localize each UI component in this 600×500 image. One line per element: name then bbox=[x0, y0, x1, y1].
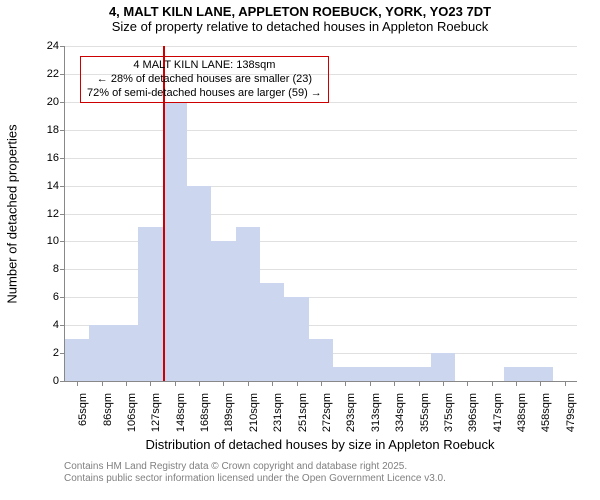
histogram-bar bbox=[406, 367, 430, 381]
grid-line bbox=[65, 186, 577, 187]
y-tick-label: 16 bbox=[47, 152, 65, 164]
x-tick-label: 210sqm bbox=[248, 385, 260, 432]
x-tick-label: 127sqm bbox=[150, 385, 162, 432]
x-tick-label: 65sqm bbox=[77, 385, 89, 426]
histogram-bar bbox=[528, 367, 552, 381]
histogram-bar bbox=[260, 283, 284, 381]
callout-line: ← 28% of detached houses are smaller (23… bbox=[87, 73, 322, 87]
y-tick-label: 0 bbox=[53, 375, 65, 387]
x-tick-label: 231sqm bbox=[272, 385, 284, 432]
y-tick-label: 22 bbox=[47, 68, 65, 80]
histogram-bar bbox=[382, 367, 406, 381]
callout-line: 4 MALT KILN LANE: 138sqm bbox=[87, 59, 322, 73]
histogram-bar bbox=[236, 227, 260, 381]
chart-container: 4, MALT KILN LANE, APPLETON ROEBUCK, YOR… bbox=[0, 0, 600, 500]
x-tick-label: 86sqm bbox=[102, 385, 114, 426]
footer-text: Contains HM Land Registry data © Crown c… bbox=[64, 461, 446, 485]
histogram-bar bbox=[114, 325, 138, 381]
histogram-bar bbox=[431, 353, 455, 381]
x-tick-label: 458sqm bbox=[540, 385, 552, 432]
x-tick-label: 355sqm bbox=[419, 385, 431, 432]
histogram-bar bbox=[309, 339, 333, 381]
x-tick-label: 251sqm bbox=[297, 385, 309, 432]
callout-line: 72% of semi-detached houses are larger (… bbox=[87, 87, 322, 101]
histogram-bar bbox=[504, 367, 528, 381]
y-tick-label: 8 bbox=[53, 263, 65, 275]
x-axis-label: Distribution of detached houses by size … bbox=[145, 437, 494, 452]
histogram-bar bbox=[333, 367, 357, 381]
x-tick-label: 375sqm bbox=[443, 385, 455, 432]
title-line-2: Size of property relative to detached ho… bbox=[0, 19, 600, 34]
x-tick-label: 148sqm bbox=[175, 385, 187, 432]
footer-line-1: Contains HM Land Registry data © Crown c… bbox=[64, 461, 446, 473]
x-tick-label: 106sqm bbox=[126, 385, 138, 432]
x-tick-label: 313sqm bbox=[370, 385, 382, 432]
x-tick-label: 189sqm bbox=[223, 385, 235, 432]
y-tick-label: 10 bbox=[47, 235, 65, 247]
y-tick-label: 24 bbox=[47, 40, 65, 52]
x-tick-label: 168sqm bbox=[199, 385, 211, 432]
histogram-bar bbox=[284, 297, 308, 381]
y-tick-label: 20 bbox=[47, 96, 65, 108]
x-tick-label: 417sqm bbox=[492, 385, 504, 432]
y-tick-label: 12 bbox=[47, 208, 65, 220]
x-tick-label: 272sqm bbox=[321, 385, 333, 432]
grid-line bbox=[65, 214, 577, 215]
title-line-1: 4, MALT KILN LANE, APPLETON ROEBUCK, YOR… bbox=[0, 4, 600, 19]
callout-box: 4 MALT KILN LANE: 138sqm← 28% of detache… bbox=[80, 56, 329, 103]
x-tick-label: 479sqm bbox=[565, 385, 577, 432]
y-tick-label: 14 bbox=[47, 180, 65, 192]
histogram-bar bbox=[138, 227, 162, 381]
y-tick-label: 6 bbox=[53, 291, 65, 303]
y-tick-label: 18 bbox=[47, 124, 65, 136]
x-tick-label: 293sqm bbox=[345, 385, 357, 432]
histogram-bar bbox=[211, 241, 235, 381]
histogram-bar bbox=[163, 102, 187, 381]
x-tick-label: 396sqm bbox=[467, 385, 479, 432]
x-tick-label: 438sqm bbox=[516, 385, 528, 432]
footer-line-2: Contains public sector information licen… bbox=[64, 473, 446, 485]
x-tick-label: 334sqm bbox=[394, 385, 406, 432]
histogram-bar bbox=[358, 367, 382, 381]
y-tick-label: 2 bbox=[53, 347, 65, 359]
histogram-bar bbox=[89, 325, 113, 381]
y-axis-label: Number of detached properties bbox=[5, 124, 20, 303]
histogram-bar bbox=[65, 339, 89, 381]
y-tick-label: 4 bbox=[53, 319, 65, 331]
grid-line bbox=[65, 46, 577, 47]
grid-line bbox=[65, 158, 577, 159]
histogram-bar bbox=[187, 186, 211, 381]
grid-line bbox=[65, 130, 577, 131]
title-block: 4, MALT KILN LANE, APPLETON ROEBUCK, YOR… bbox=[0, 4, 600, 34]
